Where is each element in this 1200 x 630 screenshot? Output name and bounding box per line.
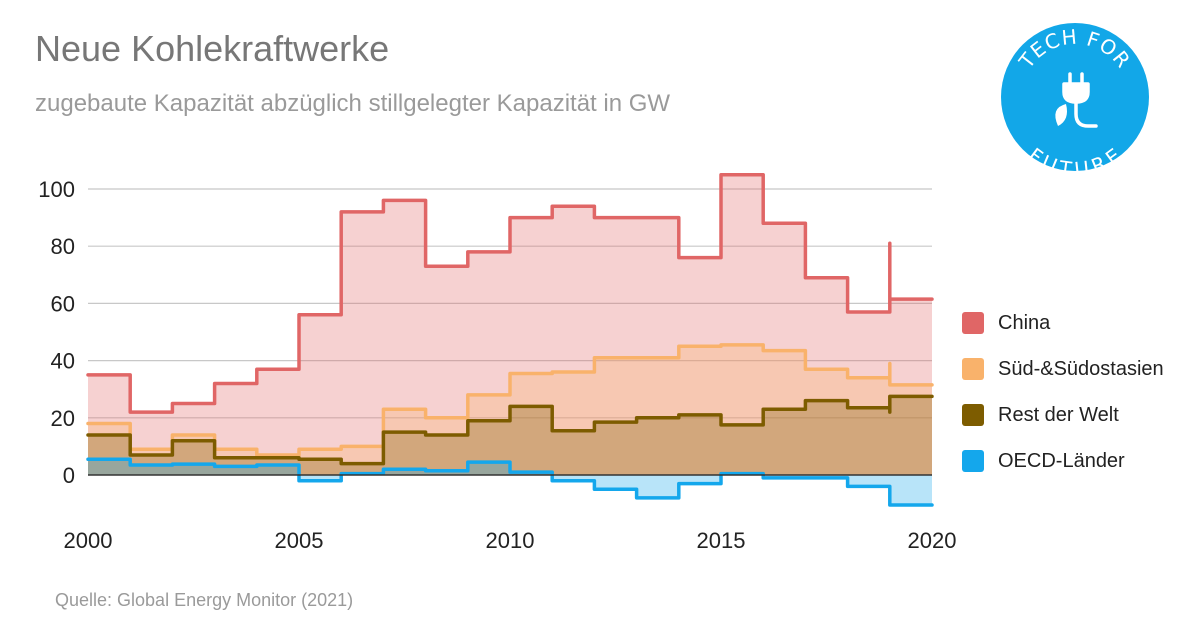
source-note: Quelle: Global Energy Monitor (2021) [55, 590, 354, 610]
legend-swatch-rest [962, 404, 984, 426]
y-tick-label-40: 40 [51, 349, 75, 374]
line-china [86, 172, 934, 414]
legend-label-rest: Rest der Welt [998, 403, 1119, 426]
line-oecd [86, 457, 934, 507]
line-rest [86, 394, 934, 466]
y-tick-label-60: 60 [51, 291, 75, 316]
y-tick-label-0: 0 [63, 463, 75, 488]
legend-swatch-sued [962, 358, 984, 380]
legend-item-rest[interactable]: Rest der Welt [962, 392, 1164, 438]
axis-layer: 0 20 40 60 80 100 2000 2005 2010 2015 2020 [38, 177, 956, 553]
legend-label-oecd: OECD-Länder [998, 449, 1125, 472]
x-tick-label-2020: 2020 [908, 528, 957, 553]
chart-subtitle: zugebaute Kapazität abzüglich stillgeleg… [35, 90, 671, 117]
chart-title: Neue Kohlekraftwerke [35, 28, 390, 69]
line-sued [86, 343, 934, 457]
y-tick-label-100: 100 [38, 177, 75, 202]
tech-for-future-logo: TECH FOR FUTURE [1001, 23, 1149, 172]
legend-swatch-oecd [962, 450, 984, 472]
x-tick-label-2005: 2005 [275, 528, 324, 553]
plug-leaf-icon [1055, 72, 1098, 128]
legend-item-sued[interactable]: Süd-&Südostasien [962, 346, 1164, 392]
y-tick-label-20: 20 [51, 406, 75, 431]
y-tick-label-80: 80 [51, 234, 75, 259]
legend-label-sued: Süd-&Südostasien [998, 357, 1164, 380]
legend-swatch-china [962, 312, 984, 334]
x-tick-label-2015: 2015 [697, 528, 746, 553]
x-tick-label-2010: 2010 [486, 528, 535, 553]
legend-item-oecd[interactable]: OECD-Länder [962, 438, 1164, 484]
legend-label-china: China [998, 311, 1051, 334]
legend: China Süd-&Südostasien Rest der Welt OEC… [962, 300, 1164, 484]
line-layer [86, 172, 934, 507]
x-tick-label-2000: 2000 [64, 528, 113, 553]
legend-item-china[interactable]: China [962, 300, 1164, 346]
